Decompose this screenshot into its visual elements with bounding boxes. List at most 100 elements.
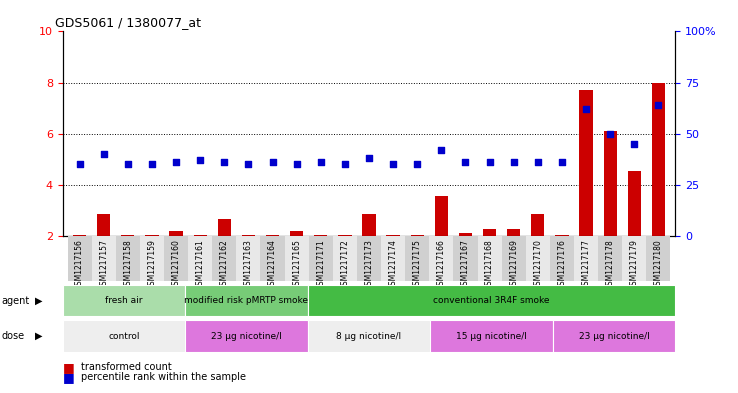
Text: GSM1217172: GSM1217172 — [340, 239, 349, 290]
Bar — [97, 214, 111, 236]
Point — [291, 161, 303, 167]
Bar — [116, 236, 140, 281]
Bar — [477, 236, 502, 281]
Bar — [387, 235, 400, 236]
Text: GSM1217157: GSM1217157 — [99, 239, 108, 290]
Text: 23 μg nicotine/l: 23 μg nicotine/l — [211, 332, 282, 340]
Bar — [236, 236, 261, 281]
Text: GSM1217173: GSM1217173 — [365, 239, 373, 290]
Bar — [333, 236, 357, 281]
Bar — [410, 235, 424, 236]
Text: GSM1217158: GSM1217158 — [123, 239, 132, 290]
Point — [483, 159, 495, 165]
Text: GSM1217170: GSM1217170 — [534, 239, 542, 290]
Text: conventional 3R4F smoke: conventional 3R4F smoke — [433, 296, 550, 305]
Bar — [430, 320, 553, 352]
Bar — [357, 236, 381, 281]
Text: GSM1217177: GSM1217177 — [582, 239, 590, 290]
Text: GSM1217175: GSM1217175 — [413, 239, 421, 290]
Point — [243, 161, 255, 167]
Text: ▶: ▶ — [35, 296, 43, 306]
Point — [218, 159, 230, 165]
Text: 8 μg nicotine/l: 8 μg nicotine/l — [337, 332, 401, 340]
Text: 15 μg nicotine/l: 15 μg nicotine/l — [456, 332, 527, 340]
Bar — [525, 236, 550, 281]
Bar — [145, 235, 159, 236]
Point — [508, 159, 520, 165]
Text: percentile rank within the sample: percentile rank within the sample — [81, 372, 246, 382]
Bar — [308, 285, 675, 316]
Text: GSM1217162: GSM1217162 — [220, 239, 229, 290]
Bar — [453, 236, 477, 281]
Text: modified risk pMRTP smoke: modified risk pMRTP smoke — [184, 296, 308, 305]
Text: control: control — [108, 332, 139, 340]
Bar — [261, 236, 285, 281]
Bar — [459, 233, 472, 236]
Point — [266, 159, 278, 165]
Text: GSM1217179: GSM1217179 — [630, 239, 639, 290]
Bar — [63, 320, 185, 352]
Bar — [555, 235, 568, 236]
Bar — [553, 320, 675, 352]
Bar — [213, 236, 236, 281]
Bar — [314, 235, 328, 236]
Bar — [164, 236, 188, 281]
Bar — [598, 236, 622, 281]
Bar — [290, 231, 303, 236]
Text: GSM1217171: GSM1217171 — [317, 239, 325, 290]
Text: 23 μg nicotine/l: 23 μg nicotine/l — [579, 332, 649, 340]
Text: agent: agent — [1, 296, 30, 306]
Bar — [121, 235, 134, 236]
Bar — [604, 131, 617, 236]
Bar — [646, 236, 670, 281]
Bar — [170, 231, 183, 236]
Point — [339, 161, 351, 167]
Bar — [63, 285, 185, 316]
Bar — [502, 236, 525, 281]
Bar — [73, 235, 86, 236]
Text: ■: ■ — [63, 361, 75, 374]
Point — [604, 130, 616, 137]
Point — [122, 161, 134, 167]
Point — [98, 151, 110, 157]
Bar — [430, 236, 453, 281]
Bar — [652, 83, 665, 236]
Bar — [242, 235, 255, 236]
Bar — [579, 90, 593, 236]
Bar — [92, 236, 116, 281]
Text: GSM1217160: GSM1217160 — [171, 239, 181, 290]
Text: GSM1217164: GSM1217164 — [268, 239, 277, 290]
Bar — [531, 214, 545, 236]
Text: GSM1217161: GSM1217161 — [196, 239, 204, 290]
Bar — [185, 285, 308, 316]
Bar — [405, 236, 430, 281]
Bar — [574, 236, 598, 281]
Text: dose: dose — [1, 331, 24, 341]
Point — [411, 161, 423, 167]
Text: GSM1217159: GSM1217159 — [148, 239, 156, 290]
Point — [146, 161, 158, 167]
Point — [194, 157, 206, 163]
Bar — [507, 230, 520, 236]
Text: GSM1217168: GSM1217168 — [485, 239, 494, 290]
Text: fresh air: fresh air — [106, 296, 142, 305]
Point — [387, 161, 399, 167]
Point — [580, 106, 592, 112]
Bar — [218, 219, 231, 236]
Bar — [435, 196, 448, 236]
Text: GSM1217178: GSM1217178 — [606, 239, 615, 290]
Text: ▶: ▶ — [35, 331, 43, 341]
Bar — [483, 230, 496, 236]
Text: ■: ■ — [63, 371, 75, 384]
Bar — [193, 235, 207, 236]
Text: GSM1217165: GSM1217165 — [292, 239, 301, 290]
Bar — [381, 236, 405, 281]
Bar — [622, 236, 646, 281]
Bar — [266, 235, 279, 236]
Text: GSM1217163: GSM1217163 — [244, 239, 253, 290]
Point — [435, 147, 447, 153]
Text: transformed count: transformed count — [81, 362, 172, 373]
Text: GSM1217176: GSM1217176 — [557, 239, 567, 290]
Point — [556, 159, 568, 165]
Point — [460, 159, 472, 165]
